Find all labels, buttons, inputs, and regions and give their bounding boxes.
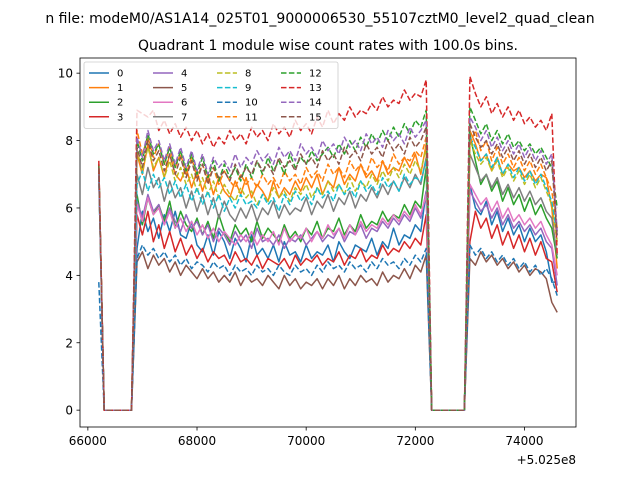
series-line-0 (98, 174, 558, 411)
series-line-4 (98, 167, 558, 411)
legend-box (83, 61, 339, 129)
y-tick-label: 2 (65, 336, 73, 350)
legend-label-0: 0 (117, 69, 123, 80)
legend-label-11: 11 (245, 112, 258, 123)
x-tick-label: 74000 (505, 434, 543, 448)
x-offset-label: +5.025e8 (517, 453, 576, 467)
series-line-11 (98, 129, 558, 411)
series-layer (98, 75, 558, 411)
legend-label-8: 8 (245, 69, 251, 80)
y-tick-label: 0 (65, 404, 73, 418)
x-axis: 66000 68000 70000 72000 74000 (69, 427, 544, 448)
legend-label-7: 7 (181, 112, 187, 123)
legend-label-2: 2 (117, 98, 123, 109)
legend-label-6: 6 (181, 98, 187, 109)
series-line-15 (98, 122, 558, 411)
legend-label-1: 1 (117, 83, 123, 94)
series-line-3 (98, 164, 558, 411)
series-line-14 (98, 116, 558, 411)
legend-label-15: 15 (309, 112, 322, 123)
chart-title: Quadrant 1 module wise count rates with … (138, 38, 518, 54)
legend-label-5: 5 (181, 83, 187, 94)
series-line-7 (98, 153, 558, 411)
y-tick-label: 10 (58, 67, 73, 81)
x-tick-label: 66000 (69, 434, 107, 448)
legend-label-12: 12 (309, 69, 322, 80)
legend-label-10: 10 (245, 98, 258, 109)
series-line-5 (98, 170, 558, 411)
legend-label-3: 3 (117, 112, 123, 123)
figure-suptitle: n file: modeM0/AS1A14_025T01_9000006530_… (45, 11, 594, 27)
series-line-12 (98, 106, 558, 411)
y-tick-label: 6 (65, 201, 73, 215)
x-tick-label: 68000 (178, 434, 216, 448)
series-line-9 (98, 136, 558, 411)
y-tick-label: 4 (65, 269, 73, 283)
y-axis: 0 2 4 6 8 10 (58, 67, 80, 418)
legend-label-13: 13 (309, 83, 322, 94)
legend-label-4: 4 (181, 69, 187, 80)
plot-frame (79, 57, 577, 428)
y-tick-label: 8 (65, 134, 73, 148)
legend-label-14: 14 (309, 98, 322, 109)
x-tick-label: 70000 (287, 434, 325, 448)
x-tick-label: 72000 (396, 434, 434, 448)
series-line-6 (98, 174, 558, 411)
legend-label-9: 9 (245, 83, 251, 94)
series-line-10 (98, 244, 558, 411)
